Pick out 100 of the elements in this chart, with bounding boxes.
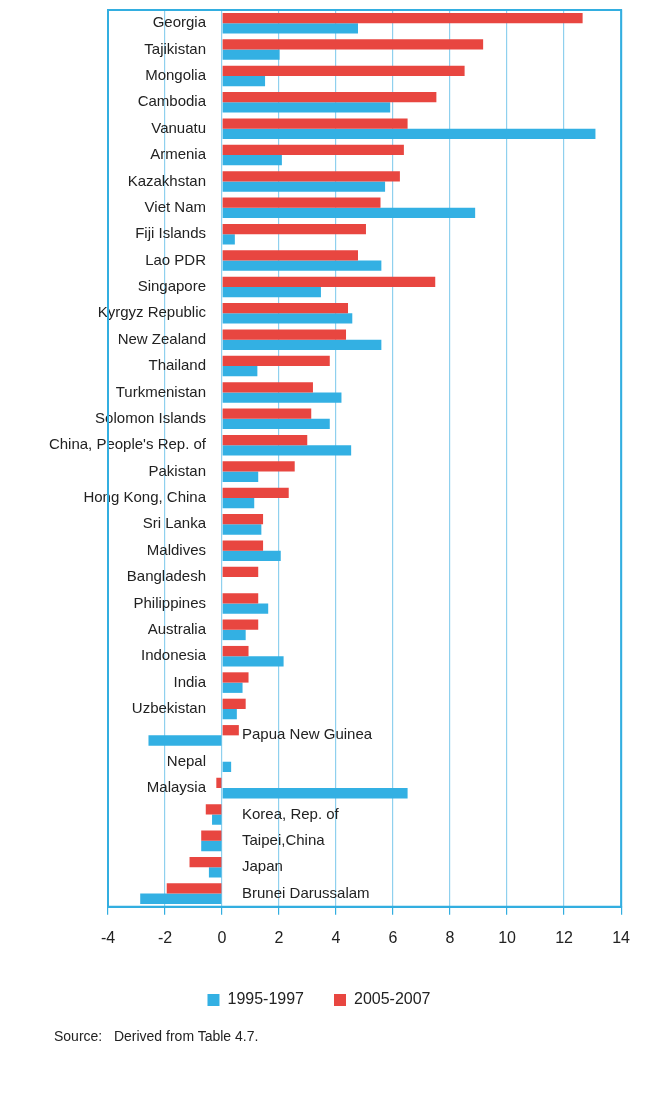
bar xyxy=(222,313,353,324)
y-tick-label: Kazakhstan xyxy=(127,171,207,189)
bar xyxy=(222,250,358,261)
bar xyxy=(208,867,222,878)
bar xyxy=(222,434,308,446)
y-tick-label: Malaysia xyxy=(146,778,207,796)
bar xyxy=(222,698,246,709)
bar xyxy=(222,12,583,24)
bar xyxy=(222,39,484,50)
x-tick-label: 12 xyxy=(555,928,574,946)
source-note: Source: Derived from Table 4.7. xyxy=(54,1028,260,1044)
bar xyxy=(222,207,476,219)
bar xyxy=(222,339,382,350)
bar xyxy=(222,788,408,799)
y-tick-label: Armenia xyxy=(150,145,207,163)
bar xyxy=(222,197,381,208)
x-tick-label: 4 xyxy=(331,928,341,946)
y-tick-label: Bangladesh xyxy=(126,567,207,585)
bar xyxy=(166,883,222,894)
y-tick-label: Thailand xyxy=(148,356,207,374)
bar xyxy=(222,392,342,403)
bar xyxy=(140,893,222,904)
y-tick-label: New Zealand xyxy=(117,329,207,347)
bar xyxy=(222,329,347,340)
bar xyxy=(201,840,222,852)
bar xyxy=(222,92,437,103)
bar xyxy=(222,366,258,377)
bar xyxy=(222,171,400,182)
y-tick-label: Lao PDR xyxy=(145,250,207,268)
y-tick-label: Turkmenistan xyxy=(115,382,207,400)
bar xyxy=(222,461,295,472)
bar xyxy=(222,118,408,129)
bar xyxy=(222,223,366,235)
bar xyxy=(222,550,281,561)
bar xyxy=(222,181,386,192)
y-tick-label: Pakistan xyxy=(148,461,207,479)
bar xyxy=(222,75,266,87)
x-tick-label: 6 xyxy=(388,928,398,946)
x-tick-label: -4 xyxy=(100,928,116,946)
legend-label: 2005-2007 xyxy=(354,990,431,1008)
bar xyxy=(222,286,321,298)
bar xyxy=(222,656,284,667)
bar xyxy=(222,708,237,720)
bar xyxy=(216,777,222,789)
bar xyxy=(222,155,282,166)
bar xyxy=(222,418,330,430)
bar xyxy=(222,514,264,525)
bar xyxy=(222,355,330,367)
y-tick-label: Cambodia xyxy=(137,92,207,110)
y-tick-label: Vanuatu xyxy=(151,118,207,136)
x-tick-label: 0 xyxy=(217,928,227,946)
bar xyxy=(222,260,382,271)
bar xyxy=(222,303,349,314)
bar xyxy=(222,49,280,60)
bar xyxy=(148,735,222,746)
y-tick-label: Korea, Rep. of xyxy=(242,804,340,822)
bar xyxy=(212,814,222,825)
x-tick-label: 8 xyxy=(445,928,455,946)
bar xyxy=(222,144,404,156)
x-tick-label: 14 xyxy=(612,928,631,946)
bar xyxy=(201,830,222,841)
bar xyxy=(222,497,255,509)
bar xyxy=(222,603,269,614)
bar xyxy=(222,445,352,456)
bar xyxy=(222,65,465,76)
y-tick-label: Brunei Darussalam xyxy=(242,883,370,901)
y-tick-label: Philippines xyxy=(133,593,207,611)
bar xyxy=(222,128,596,139)
bar xyxy=(222,566,259,578)
bar xyxy=(222,593,259,604)
bar xyxy=(222,276,436,287)
y-tick-label: Fiji Islands xyxy=(135,224,207,242)
bar xyxy=(222,761,232,773)
x-tick-label: -2 xyxy=(157,928,173,946)
bar xyxy=(222,102,391,113)
legend-label: 1995-1997 xyxy=(227,990,305,1008)
bar xyxy=(222,629,246,641)
bar xyxy=(222,619,259,630)
y-tick-label: Uzbekistan xyxy=(131,699,207,717)
bar xyxy=(222,382,313,393)
y-tick-label: Georgia xyxy=(152,13,207,31)
y-tick-label: India xyxy=(173,672,207,690)
bar xyxy=(222,408,312,419)
bar xyxy=(189,856,222,868)
bar xyxy=(222,725,239,736)
bar xyxy=(222,487,289,498)
bar xyxy=(205,804,222,815)
bar xyxy=(222,23,358,34)
x-tick-label: 10 xyxy=(498,928,517,946)
y-tick-label: Sri Lanka xyxy=(142,514,207,532)
bar xyxy=(222,672,249,683)
bar xyxy=(222,682,243,693)
x-tick-label: 2 xyxy=(274,928,284,946)
y-tick-label: Australia xyxy=(147,619,207,637)
y-tick-label: Viet Nam xyxy=(144,197,207,215)
y-tick-label: Mongolia xyxy=(145,66,207,84)
bar xyxy=(222,471,259,482)
bar xyxy=(222,645,249,657)
y-tick-label: Maldives xyxy=(146,540,207,558)
bar xyxy=(222,540,264,551)
